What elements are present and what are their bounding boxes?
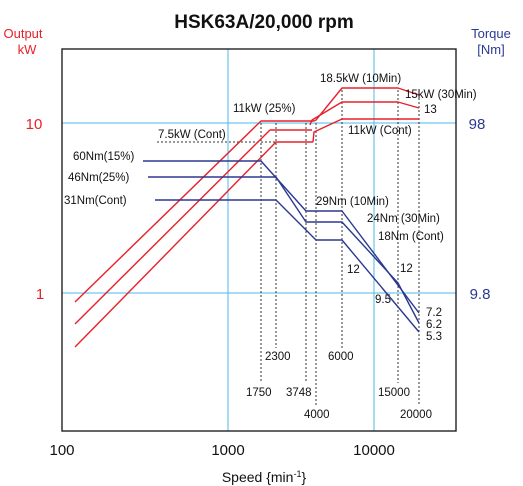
label-24nm-30min: 24Nm (30Min) — [367, 213, 440, 225]
label-12-right: 12 — [400, 263, 413, 275]
label-46nm-25: 46Nm(25%) — [68, 172, 130, 184]
plot-frame — [61, 48, 457, 432]
torque-curve-31nm-cont — [155, 199, 420, 333]
x-label-main: Speed {min — [222, 469, 294, 485]
label-18nm-cont: 18Nm (Cont) — [378, 231, 444, 243]
power-curve-mid — [74, 129, 312, 325]
x-tick-1000: 1000 — [211, 442, 244, 459]
torque-curve-60nm-15 — [143, 160, 420, 314]
label-7_2: 7.2 — [426, 307, 442, 319]
label-60nm-15: 60Nm(15%) — [73, 151, 135, 163]
y-label-right-line2: [Nm] — [477, 42, 504, 57]
y-label-left-line1: Output — [3, 26, 42, 41]
label-20000: 20000 — [400, 409, 432, 421]
y-label-left-line2: kW — [18, 42, 38, 57]
y-tick-left-1: 1 — [36, 286, 44, 303]
power-curve-11kw-cont — [312, 118, 419, 143]
label-3748: 3748 — [286, 387, 312, 399]
reference-lines — [157, 90, 420, 405]
label-4000: 4000 — [304, 409, 330, 421]
x-tick-10000: 10000 — [353, 442, 395, 459]
label-9_5: 9.5 — [375, 294, 391, 306]
label-18_5kw-10min: 18.5kW (10Min) — [320, 73, 401, 85]
power-curve-15kw-30min — [309, 101, 420, 126]
label-1750: 1750 — [246, 387, 272, 399]
power-curve-11kw-25 — [74, 120, 314, 303]
label-13: 13 — [424, 104, 437, 116]
torque-curves — [143, 160, 420, 333]
y-label-right-line1: Torque — [471, 26, 511, 41]
chart-title: HSK63A/20,000 rpm — [174, 12, 354, 33]
power-curves — [74, 87, 420, 348]
label-29nm-10min: 29Nm (10Min) — [316, 196, 389, 208]
label-2300: 2300 — [265, 351, 291, 363]
power-curve-7_5kw-cont — [74, 141, 313, 348]
label-15000: 15000 — [378, 387, 410, 399]
label-31nm-cont: 31Nm(Cont) — [64, 195, 127, 207]
y-tick-left-10: 10 — [26, 116, 43, 133]
label-7_5kw-cont: 7.5kW (Cont) — [158, 129, 226, 141]
label-12-left: 12 — [347, 264, 360, 276]
y-tick-right-98: 98 — [469, 116, 486, 133]
label-11kw-cont: 11kW (Cont) — [348, 125, 412, 137]
y-tick-right-9_8: 9.8 — [470, 286, 491, 303]
torque-curve-46nm-25 — [148, 176, 420, 324]
label-15kw-30min: 15kW (30Min) — [405, 89, 477, 101]
x-label-close: } — [301, 469, 306, 485]
x-label: Speed {min-1} — [222, 469, 307, 485]
power-curve-18_5kw-10min — [313, 87, 420, 122]
label-6000: 6000 — [328, 351, 354, 363]
x-tick-100: 100 — [49, 442, 74, 459]
label-6_2: 6.2 — [426, 319, 442, 331]
label-11kw-25: 11kW (25%) — [233, 103, 296, 115]
x-label-sup: -1 — [293, 469, 301, 479]
label-5_3: 5.3 — [426, 331, 442, 343]
